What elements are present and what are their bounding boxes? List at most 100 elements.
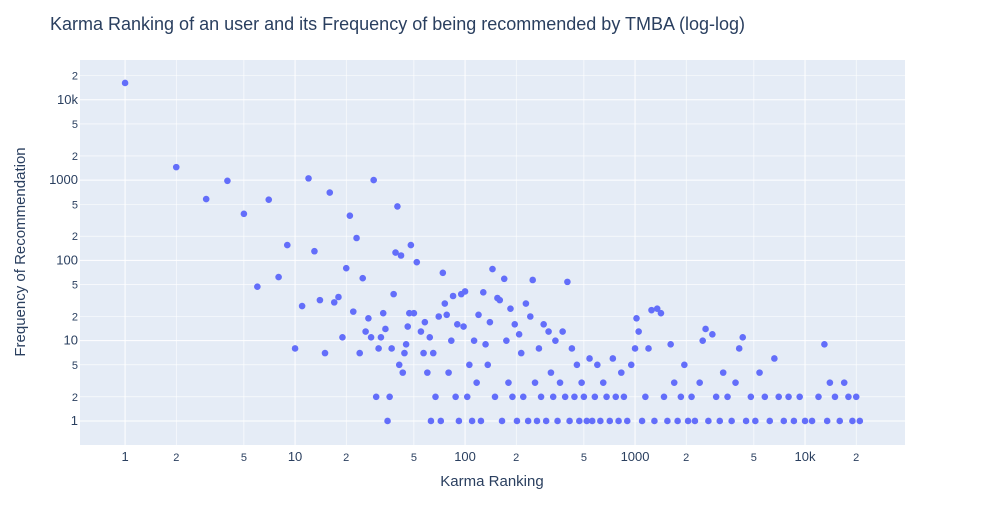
point (664, 417, 671, 425)
point (691, 417, 699, 425)
point (379, 309, 387, 317)
y-tick-label: 2 (72, 151, 78, 163)
point (633, 314, 640, 322)
point (670, 379, 678, 386)
plot-area (80, 60, 905, 445)
point (305, 175, 312, 182)
point (449, 292, 457, 300)
x-tick-label: 10 (288, 449, 302, 464)
point (826, 379, 834, 386)
point (535, 345, 543, 352)
point (399, 369, 407, 376)
y-tick-label: 2 (72, 312, 78, 324)
point (702, 325, 709, 333)
point (202, 195, 210, 203)
point (453, 320, 461, 328)
point (840, 379, 848, 386)
point (496, 296, 504, 304)
point (397, 252, 405, 259)
point (623, 417, 631, 425)
point (413, 258, 421, 266)
point (556, 379, 564, 386)
x-tick-label: 1 (121, 449, 128, 464)
point (677, 393, 685, 401)
y-tick-label: 5 (72, 360, 78, 372)
point (353, 234, 360, 242)
point (542, 417, 550, 425)
point (254, 283, 261, 291)
point (547, 369, 555, 376)
point (771, 355, 778, 362)
point (564, 278, 571, 286)
chart-title: Karma Ranking of an user and its Frequen… (50, 14, 745, 34)
point (638, 417, 646, 425)
point (448, 337, 455, 344)
point (681, 361, 688, 369)
point (335, 293, 342, 301)
point (121, 79, 129, 87)
point (356, 349, 364, 357)
point (407, 241, 415, 249)
point (482, 341, 489, 348)
point (836, 417, 844, 425)
point (742, 417, 750, 425)
point (549, 393, 557, 401)
point (468, 417, 476, 425)
point (719, 369, 727, 376)
point (651, 417, 658, 425)
point (591, 393, 599, 401)
point (466, 361, 473, 369)
point (384, 417, 391, 425)
point (529, 276, 537, 284)
point (752, 417, 759, 425)
point (552, 337, 559, 344)
x-tick-label: 5 (581, 452, 587, 464)
point (517, 349, 525, 357)
grid (80, 60, 905, 445)
point (775, 393, 783, 401)
x-axis-title: Karma Ranking (440, 473, 543, 490)
point (443, 311, 451, 319)
point (648, 306, 655, 314)
point (545, 328, 552, 335)
point (349, 308, 357, 315)
point (728, 417, 735, 425)
point (326, 189, 334, 196)
point (410, 309, 418, 317)
point (739, 334, 747, 341)
point (375, 345, 382, 352)
point (372, 393, 380, 401)
point (298, 302, 306, 310)
point (265, 196, 273, 203)
point (796, 393, 803, 401)
point (603, 393, 610, 401)
y-tick-label: 1 (71, 413, 78, 428)
point (699, 337, 706, 344)
point (435, 313, 443, 320)
point (756, 369, 763, 376)
point (515, 331, 523, 338)
point (432, 393, 439, 401)
point (588, 417, 596, 425)
point (667, 341, 674, 348)
point (491, 393, 499, 401)
point (561, 393, 569, 401)
y-tick-label: 10 (64, 333, 78, 348)
point (524, 417, 532, 425)
point (503, 337, 510, 344)
point (367, 334, 375, 341)
point (531, 379, 539, 386)
point (507, 305, 514, 313)
point (522, 300, 530, 307)
point (421, 318, 429, 326)
x-tick-label: 2 (173, 452, 179, 464)
point (537, 393, 545, 401)
point (359, 274, 367, 282)
point (316, 296, 324, 304)
point (615, 417, 622, 425)
x-tick-label: 10k (795, 449, 816, 464)
point (716, 417, 724, 425)
point (445, 369, 452, 376)
